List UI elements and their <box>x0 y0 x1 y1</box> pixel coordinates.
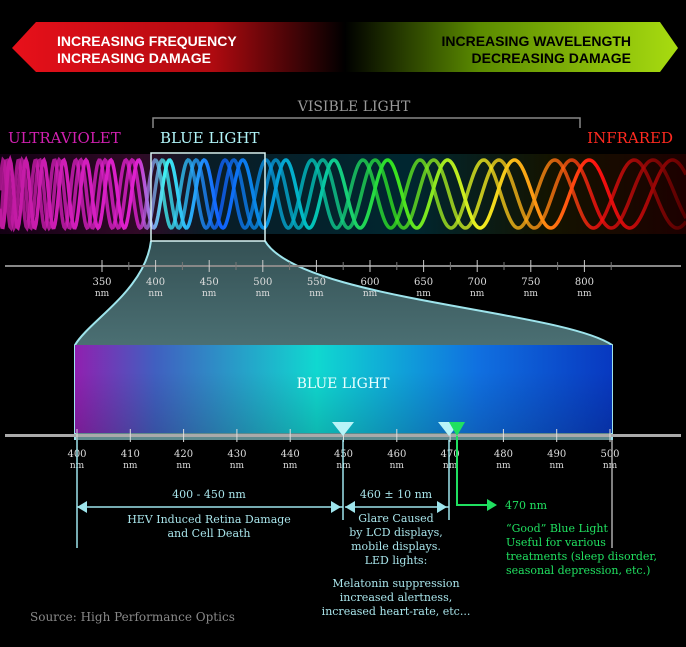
tick-label: 650 <box>414 277 433 288</box>
spectrum-ruler: 350nm400nm450nm500nm550nm600nm650nm700nm… <box>5 260 681 299</box>
tick-unit: nm <box>443 461 458 471</box>
tick-unit: nm <box>603 461 618 471</box>
tick-label: 420 <box>174 449 193 460</box>
glare-effect2: increased alertness, <box>340 591 452 604</box>
banner-arrow <box>12 22 678 72</box>
hev-dimension: 400 - 450 nm HEV Induced Retina Damage a… <box>77 488 343 540</box>
tick-label: 550 <box>307 277 326 288</box>
tick-unit: nm <box>550 461 565 471</box>
glare-effect3: increased heart-rate, etc... <box>322 605 471 618</box>
tick-label: 800 <box>575 277 594 288</box>
visible-light-bracket: VISIBLE LIGHT <box>152 99 581 128</box>
banner-left-line2: INCREASING DAMAGE <box>57 50 211 66</box>
glare-dimension: 460 ± 10 nm Glare Caused by LCD displays… <box>322 488 471 618</box>
glare-line3: mobile displays. <box>351 540 441 553</box>
good-blue-light-callout: 470 nm “Good” Blue Light Useful for vari… <box>456 436 657 577</box>
wave-line <box>0 156 686 232</box>
marker-470nm <box>449 422 465 436</box>
zoom-blue-light-label: BLUE LIGHT <box>297 376 391 392</box>
tick-unit: nm <box>524 289 539 299</box>
hev-line2: and Cell Death <box>167 527 250 540</box>
tick-unit: nm <box>230 461 245 471</box>
tick-unit: nm <box>390 461 405 471</box>
tick-unit: nm <box>363 289 378 299</box>
blue-light-selection-box <box>150 152 266 242</box>
glare-line2: by LCD displays, <box>349 526 442 539</box>
banner-right-line1: INCREASING WAVELENGTH <box>441 33 631 49</box>
ultraviolet-label: ULTRAVIOLET <box>8 129 121 147</box>
tick-unit: nm <box>309 289 324 299</box>
funnel-outline <box>74 240 613 440</box>
tick-unit: nm <box>202 289 217 299</box>
tick-label: 600 <box>360 277 379 288</box>
tick-label: 350 <box>92 277 111 288</box>
good-line4: seasonal depression, etc.) <box>506 564 650 577</box>
tick-unit: nm <box>577 289 592 299</box>
tick-label: 450 <box>200 277 219 288</box>
good-range: 470 nm <box>505 499 548 512</box>
tick-label: 700 <box>468 277 487 288</box>
tick-label: 440 <box>281 449 300 460</box>
tick-label: 400 <box>146 277 165 288</box>
tick-unit: nm <box>95 289 110 299</box>
tick-label: 750 <box>521 277 540 288</box>
good-line2: Useful for various <box>506 536 606 549</box>
hev-range: 400 - 450 nm <box>172 488 246 501</box>
tick-label: 430 <box>227 449 246 460</box>
tick-label: 410 <box>121 449 140 460</box>
tick-unit: nm <box>470 289 485 299</box>
hev-line1: HEV Induced Retina Damage <box>127 513 291 526</box>
tick-label: 470 <box>441 449 460 460</box>
tick-unit: nm <box>283 461 298 471</box>
tick-label: 490 <box>547 449 566 460</box>
glare-line1: Glare Caused <box>358 512 433 525</box>
tick-label: 460 <box>387 449 406 460</box>
glare-range: 460 ± 10 nm <box>360 488 433 501</box>
tick-unit: nm <box>176 461 191 471</box>
tick-unit: nm <box>123 461 138 471</box>
glare-effect1: Melatonin suppression <box>332 577 459 590</box>
tick-label: 500 <box>600 449 619 460</box>
tick-unit: nm <box>256 289 271 299</box>
good-line3: treatments (sleep disorder, <box>506 550 657 563</box>
banner-right-line2: DECREASING DAMAGE <box>472 50 631 66</box>
infrared-label: INFRARED <box>587 129 673 147</box>
source-credit: Source: High Performance Optics <box>30 610 235 624</box>
good-line1: “Good” Blue Light <box>506 522 608 535</box>
direction-banner: INCREASING FREQUENCY INCREASING DAMAGE I… <box>12 22 678 72</box>
banner-left-line1: INCREASING FREQUENCY <box>57 33 237 49</box>
blue-light-label: BLUE LIGHT <box>160 129 259 147</box>
glare-line4: LED lights: <box>365 554 428 567</box>
tick-unit: nm <box>416 289 431 299</box>
marker-450nm <box>332 422 354 436</box>
tick-label: 480 <box>494 449 513 460</box>
tick-unit: nm <box>496 461 511 471</box>
visible-light-label: VISIBLE LIGHT <box>297 99 411 115</box>
tick-unit: nm <box>148 289 163 299</box>
tick-label: 500 <box>253 277 272 288</box>
spectrum-waves <box>0 154 686 233</box>
